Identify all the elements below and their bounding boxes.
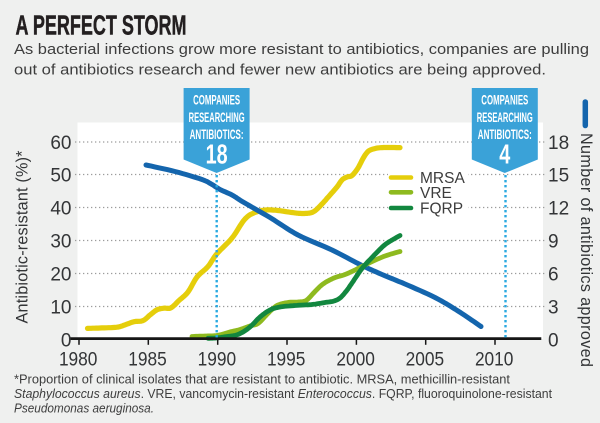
svg-text:RESEARCHING: RESEARCHING: [189, 110, 245, 125]
svg-text:2000: 2000: [336, 350, 375, 371]
svg-text:60: 60: [50, 133, 71, 154]
svg-text:18: 18: [548, 133, 569, 154]
svg-text:1985: 1985: [128, 350, 167, 371]
svg-text:As bacterial infections grow m: As bacterial infections grow more resist…: [14, 41, 589, 58]
svg-text:COMPANIES: COMPANIES: [193, 93, 240, 108]
svg-text:RESEARCHING: RESEARCHING: [477, 110, 533, 125]
svg-text:15: 15: [548, 165, 569, 186]
svg-text:50: 50: [50, 165, 71, 186]
svg-text:ANTIBIOTICS:: ANTIBIOTICS:: [190, 127, 244, 142]
svg-text:COMPANIES: COMPANIES: [481, 93, 528, 108]
svg-text:MRSA: MRSA: [420, 170, 465, 187]
svg-text:3: 3: [548, 297, 559, 318]
svg-text:1980: 1980: [59, 350, 98, 371]
svg-text:1995: 1995: [267, 350, 306, 371]
svg-text:4: 4: [499, 139, 510, 170]
svg-text:Pseudomonas aeruginosa.: Pseudomonas aeruginosa.: [14, 401, 154, 416]
svg-text:9: 9: [548, 231, 559, 252]
svg-text:Staphylococcus aureus. VRE, va: Staphylococcus aureus. VRE, vancomycin-r…: [14, 386, 552, 401]
svg-text:FQRP: FQRP: [420, 201, 463, 218]
svg-text:12: 12: [548, 198, 569, 219]
svg-text:20: 20: [50, 264, 71, 285]
svg-text:Antibiotic-resistant (%)*: Antibiotic-resistant (%)*: [14, 150, 32, 324]
svg-text:A PERFECT STORM: A PERFECT STORM: [16, 10, 187, 41]
svg-text:40: 40: [50, 198, 71, 219]
svg-text:10: 10: [50, 297, 71, 318]
svg-text:VRE: VRE: [420, 185, 452, 202]
svg-text:18: 18: [206, 139, 228, 170]
svg-text:1990: 1990: [198, 350, 237, 371]
svg-text:*Proportion of clinical isolat: *Proportion of clinical isolates that ar…: [14, 372, 510, 387]
svg-text:0: 0: [61, 330, 72, 351]
svg-text:Number of antibiotics approved: Number of antibiotics approved: [577, 133, 595, 367]
svg-text:2005: 2005: [406, 350, 445, 371]
svg-text:ANTIBIOTICS:: ANTIBIOTICS:: [478, 127, 532, 142]
svg-text:2010: 2010: [475, 350, 514, 371]
svg-text:6: 6: [548, 264, 559, 285]
svg-text:out of antibiotics research an: out of antibiotics research and fewer ne…: [14, 62, 546, 79]
svg-text:0: 0: [548, 330, 559, 351]
svg-text:30: 30: [50, 231, 71, 252]
